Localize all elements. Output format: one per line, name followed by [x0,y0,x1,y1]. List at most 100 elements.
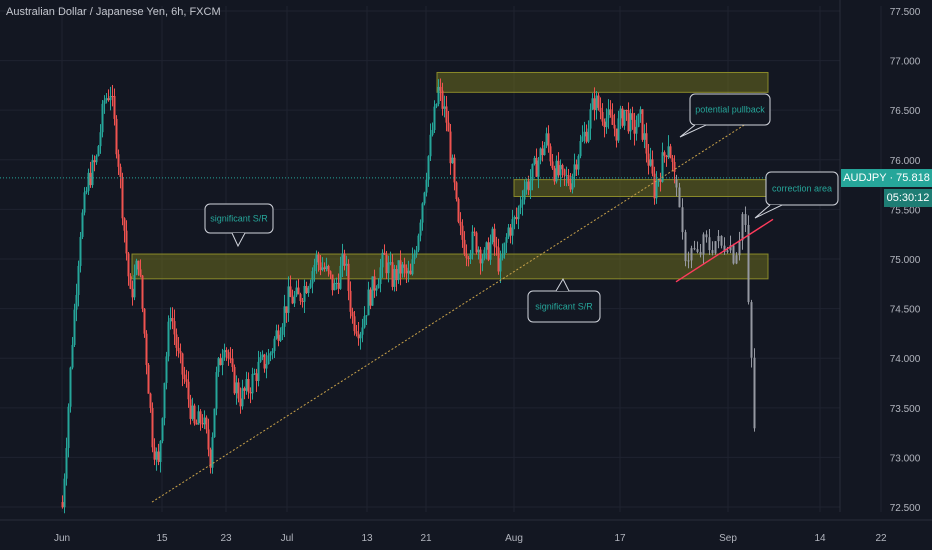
candle-body [231,358,234,367]
candle-body [251,374,254,394]
candle-body [585,131,588,142]
candle-body [269,353,272,356]
candle-body [293,295,296,304]
candle-body [581,136,584,142]
candle-body [207,429,210,450]
candle-body [391,262,394,287]
candle-body [177,347,180,352]
candle-body [163,382,166,419]
candle-body [505,237,508,243]
candle-body [141,275,144,309]
candle-body [159,441,162,462]
candle-body [71,344,74,368]
candle-body [311,271,314,284]
candle-body [201,422,204,425]
candle-body [157,451,160,462]
candle-body [633,119,636,134]
candle-body [433,106,436,130]
candle-body [575,164,578,170]
candle-body [549,146,552,162]
candle-body [671,158,674,162]
candle-body [339,265,342,289]
candle-body [87,172,90,191]
candle-body [143,308,146,334]
candle-body [607,109,610,119]
candle-body [645,133,648,154]
projection-body [738,240,741,256]
candle-body [509,227,512,236]
candle-body [503,242,506,255]
candle-body [455,182,458,199]
candle-body [383,252,386,255]
projection-body [723,245,726,253]
candle-body [403,264,406,268]
candle-body [489,242,492,260]
candle-body [387,262,390,274]
candle-body [523,189,526,200]
significant-sr-left-callout: significant S/R [204,203,274,248]
candle-body [273,338,276,352]
projection-body [708,237,711,251]
projection-body [726,250,729,253]
candle-body [263,354,266,369]
time-axis[interactable]: Jun 15 23 Jul 13 21 Aug 17 Sep 14 22 [0,519,932,544]
candle-body [351,311,354,317]
last-price-tag: AUDJPY · 75.818 [841,168,932,187]
candle-body [561,165,564,170]
candle-body [343,253,346,266]
correction-area-callout-label: correction area [772,184,832,194]
candle-body [279,334,282,341]
candle-body [421,203,424,223]
candle-body [569,183,572,190]
candle-body [609,109,612,115]
candle-body [247,379,250,393]
candle-body [457,198,460,222]
candle-body [467,258,470,260]
price-tick-label: 74.000 [890,354,921,365]
candle-body [475,232,478,253]
candle-body [417,235,420,251]
candle-body [79,236,82,266]
candle-body [655,181,658,199]
time-tick-label: 23 [220,533,232,544]
candle-body [485,242,488,250]
candle-body [379,267,382,284]
time-tick-label: Aug [505,533,523,544]
candle-body [225,350,228,353]
projection-body [747,224,750,303]
candle-body [657,179,660,182]
bar-countdown-tag: 05:30:12 [884,188,932,207]
candle-body [331,274,334,291]
projection-body [753,357,756,429]
candle-body [317,254,320,263]
candle-body [425,179,428,193]
candle-body [285,306,288,313]
candle-body [195,423,198,425]
candle-body [555,160,558,182]
candle-body [591,98,594,110]
candle-body [495,246,498,248]
candle-body [667,146,670,158]
candle-body [539,148,542,161]
projection-body [681,207,684,233]
candle-body [545,133,548,146]
candle-body [637,113,640,127]
candle-body [245,379,248,391]
correction-area-callout-pointer [754,204,783,219]
candle-body [571,175,574,190]
price-tick-label: 77.500 [890,7,921,18]
candle-body [519,204,522,208]
candle-body [145,333,148,365]
candle-body [119,166,122,178]
price-axis[interactable]: 77.500 77.000 76.500 76.000 75.500 75.000 74.5… [839,0,921,514]
time-tick-label: Sep [719,533,737,544]
candle-body [547,133,550,147]
candle-body [125,230,128,254]
candle-body [323,267,326,270]
candle-body [375,288,378,291]
candle-body [513,217,516,220]
candle-body [63,478,66,508]
candle-body [649,159,652,166]
candle-body [427,156,430,180]
